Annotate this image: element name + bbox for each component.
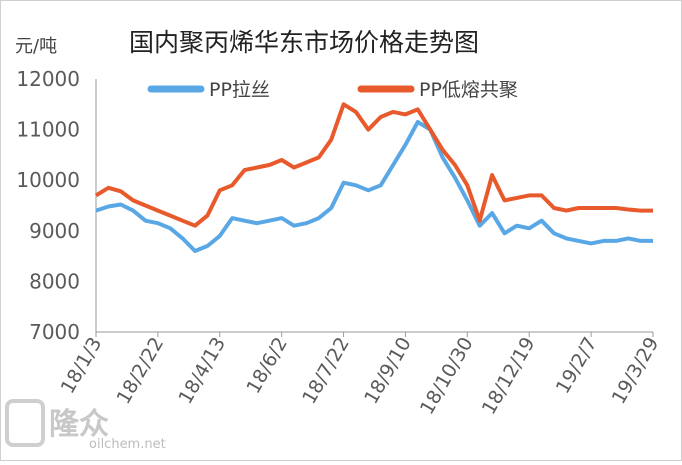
x-tick-label: 18/7/22 [298, 334, 354, 408]
y-tick-label: 9000 [29, 219, 80, 243]
axes [95, 79, 653, 333]
y-tick-label: 11000 [16, 118, 80, 142]
series-lines [94, 102, 653, 253]
unit-label: 元/吨 [15, 36, 57, 57]
legend-label-pp-lasi: PP拉丝 [209, 79, 270, 101]
x-tick-label: 18/9/10 [360, 334, 416, 408]
series-line-pp-copolymer [94, 102, 653, 228]
y-tick-label: 12000 [16, 67, 80, 91]
y-tick-label: 7000 [29, 320, 80, 344]
x-tick-label: 18/2/22 [113, 334, 169, 408]
watermark: 隆众 oilchem.net [5, 399, 166, 452]
x-tick-label: 18/4/13 [174, 334, 230, 408]
x-tick-label: 18/6/2 [242, 334, 292, 398]
legend-label-pp-copolymer: PP低熔共聚 [419, 79, 518, 101]
y-tick-labels: 7000 8000 9000 10000 11000 12000 [16, 67, 80, 344]
legend: PP拉丝 PP低熔共聚 [147, 79, 518, 101]
series-line-pp-lasi [95, 120, 653, 253]
y-tick-label: 8000 [29, 269, 80, 293]
watermark-logo-icon [5, 399, 45, 447]
watermark-site: oilchem.net [89, 437, 166, 452]
x-tick-label: 19/3/29 [608, 334, 664, 408]
x-tick-label: 18/10/30 [416, 334, 478, 419]
x-tick-labels: 18/1/3 18/2/22 18/4/13 18/6/2 18/7/22 18/9/10… [57, 332, 664, 419]
x-tick-label: 18/12/19 [478, 334, 540, 419]
y-tick-label: 10000 [16, 168, 80, 192]
x-tick-label: 19/2/7 [552, 334, 602, 398]
watermark-brand: 隆众 [49, 407, 109, 442]
chart-title: 国内聚丙烯华东市场价格走势图 [129, 28, 479, 57]
